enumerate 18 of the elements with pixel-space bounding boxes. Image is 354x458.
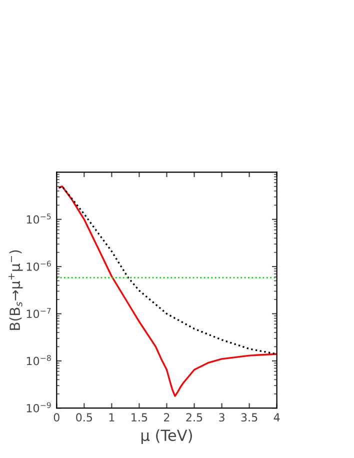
x-tick-label: 4 [274,413,280,422]
x-tick-label: 1 [109,413,114,422]
x-tick-label: 3.5 [241,413,258,422]
line-series [58,186,277,397]
y-tick-label: 10$^{−7}$ [26,308,51,318]
x-tick-label: 0 [54,413,60,422]
y-tick-label: 10$^{−6}$ [26,260,51,271]
y-tick-label: 10$^{−8}$ [26,355,51,366]
line-series [58,186,277,355]
x-tick-label: 1.5 [132,413,148,422]
y-tick-label: 10$^{−5}$ [26,214,51,224]
x-tick-label: 0.5 [76,413,92,422]
x-axis-title: μ (TeV) [141,429,192,444]
x-tick-label: 3 [219,413,224,422]
x-tick-label: 2.5 [186,413,202,422]
x-tick-label: 2 [164,413,170,422]
y-tick-label: 10$^{−9}$ [26,402,51,412]
y-axis-title: B(B$_{s}$→μ$^{+}$μ$^{−}$) [8,250,23,330]
